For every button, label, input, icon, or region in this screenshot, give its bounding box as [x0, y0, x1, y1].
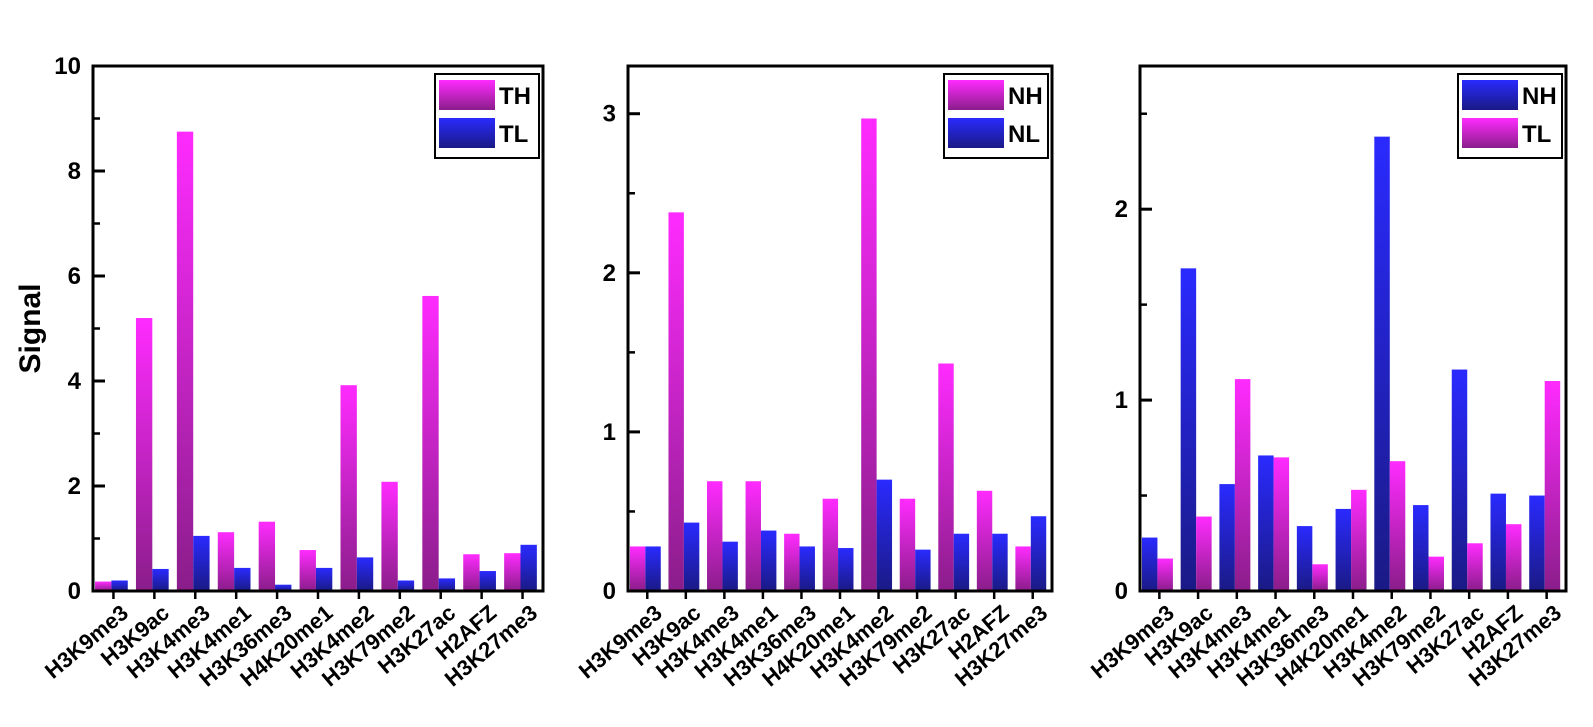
bar-th-h3k27ac — [422, 295, 439, 591]
bar-tl-h3k4me3 — [1234, 379, 1251, 591]
bar-th-h3k4me2 — [340, 385, 357, 591]
bar-tl-h3k27me3 — [520, 544, 537, 591]
chart-panel-1: 0246810H3K9me3H3K9acH3K4me3H3K4me1H3K36m… — [14, 53, 545, 691]
bar-nl-h3k9ac — [683, 522, 700, 591]
bar-tl-h3k4me1 — [1273, 457, 1290, 591]
y-tick-label: 2 — [1115, 196, 1128, 223]
bar-tl-h3k4me3 — [193, 535, 210, 592]
legend-swatch-tl — [1462, 118, 1518, 148]
bar-nh-h3k27me3 — [1015, 546, 1031, 591]
bar-tl-h3k9ac — [1196, 516, 1212, 591]
y-tick-label: 6 — [68, 263, 81, 290]
bar-nh-h3k4me1 — [1258, 455, 1274, 591]
bar-th-h2afz — [463, 554, 480, 591]
bar-nl-h3k36me3 — [799, 546, 815, 591]
bar-nl-h2afz — [992, 533, 1008, 591]
bar-nh-h3k4me3 — [1219, 484, 1235, 591]
bar-tl-h2afz — [479, 571, 496, 591]
legend-label-nl: NL — [1008, 121, 1040, 148]
bar-nh-h3k36me3 — [784, 533, 800, 591]
chart-panel-3: 012H3K9me3H3K9acH3K4me3H3K4me1H3K36me3H4… — [1086, 64, 1568, 691]
y-tick-label: 2 — [603, 260, 616, 287]
legend-swatch-nl — [948, 118, 1004, 148]
bar-tl-h3k27ac — [438, 578, 456, 591]
bar-th-h3k9ac — [135, 318, 153, 591]
bar-nh-h3k27ac — [1451, 369, 1468, 591]
bar-nh-h3k79me2 — [899, 498, 916, 591]
y-tick-label: 0 — [1115, 578, 1128, 605]
bar-th-h4k20me1 — [299, 550, 316, 591]
bar-nh-h2afz — [1490, 493, 1506, 591]
bar-nl-h3k4me1 — [760, 530, 777, 591]
y-tick-label: 4 — [68, 368, 82, 395]
bar-tl-h3k36me3 — [1312, 564, 1328, 591]
bar-tl-h2afz — [1505, 524, 1522, 591]
legend-label-tl: TL — [499, 121, 528, 148]
legend: NH NL — [943, 73, 1049, 159]
y-tick-label: 0 — [68, 578, 81, 605]
y-tick-label: 0 — [603, 578, 616, 605]
bar-tl-h4k20me1 — [315, 567, 333, 591]
legend: TH TL — [434, 73, 540, 159]
legend-swatch-th — [439, 80, 495, 110]
bar-nh-h3k4me2 — [1374, 136, 1390, 591]
legend: NH TL — [1457, 73, 1563, 159]
y-tick-label: 1 — [603, 419, 616, 446]
y-axis-label: Signal — [14, 283, 47, 373]
bar-tl-h3k4me1 — [234, 567, 251, 591]
bar-nl-h3k4me2 — [876, 479, 893, 591]
bar-tl-h3k4me2 — [356, 557, 374, 591]
bar-tl-h3k9me3 — [1157, 558, 1173, 591]
bar-nh-h3k9me3 — [629, 546, 646, 591]
bar-nh-h3k27me3 — [1529, 495, 1545, 591]
y-tick-label: 3 — [603, 101, 616, 128]
bar-tl-h3k27ac — [1467, 543, 1483, 591]
bar-nh-h4k20me1 — [1335, 508, 1352, 591]
bar-nh-h3k9ac — [668, 212, 684, 592]
bar-tl-h3k36me3 — [275, 584, 292, 591]
bar-nl-h3k4me3 — [722, 541, 738, 591]
bar-th-h3k4me3 — [176, 131, 194, 592]
legend-swatch-tl — [439, 118, 495, 148]
bar-nh-h3k27ac — [938, 363, 954, 591]
bar-th-h3k9me3 — [95, 581, 112, 591]
bar-tl-h3k79me2 — [1428, 556, 1445, 591]
legend-swatch-nh — [1462, 80, 1518, 110]
bar-nh-h2afz — [976, 490, 993, 591]
bar-nh-h3k79me2 — [1413, 505, 1429, 591]
bar-nh-h3k4me3 — [707, 481, 723, 591]
bar-nl-h3k79me2 — [915, 549, 931, 591]
y-tick-label: 10 — [54, 53, 81, 80]
bar-th-h3k27me3 — [504, 553, 521, 591]
bar-tl-h3k9ac — [152, 568, 169, 591]
legend-label-th: TH — [499, 83, 531, 110]
legend-swatch-nh — [948, 80, 1004, 110]
bar-nl-h3k27me3 — [1030, 516, 1047, 591]
chart-panel-2: 0123H3K9me3H3K9acH3K4me3H3K4me1H3K36me3H… — [574, 64, 1054, 691]
bar-nh-h4k20me1 — [822, 498, 839, 591]
legend-label-nh: NH — [1008, 83, 1043, 110]
bar-tl-h3k4me2 — [1389, 461, 1406, 591]
bar-tl-h3k79me2 — [397, 580, 415, 591]
bar-tl-h3k9me3 — [111, 580, 128, 591]
bar-nh-h3k4me1 — [745, 481, 761, 591]
legend-label-tl: TL — [1522, 121, 1551, 148]
bar-nl-h3k9me3 — [645, 546, 661, 591]
bar-nh-h3k4me2 — [861, 118, 877, 591]
bar-tl-h4k20me1 — [1351, 489, 1367, 591]
bar-nh-h3k9me3 — [1141, 537, 1158, 591]
bar-nl-h4k20me1 — [838, 548, 854, 591]
y-tick-label: 2 — [68, 473, 81, 500]
bar-tl-h3k27me3 — [1544, 381, 1561, 591]
bar-th-h3k4me1 — [217, 532, 235, 591]
legend-label-nh: NH — [1522, 83, 1557, 110]
bar-nl-h3k27ac — [953, 533, 970, 591]
bar-nh-h3k9ac — [1180, 268, 1197, 591]
bar-nh-h3k36me3 — [1296, 526, 1313, 591]
y-tick-label: 1 — [1115, 387, 1128, 414]
y-tick-label: 8 — [68, 158, 81, 185]
bar-th-h3k36me3 — [258, 521, 276, 591]
bar-th-h3k79me2 — [381, 481, 398, 591]
